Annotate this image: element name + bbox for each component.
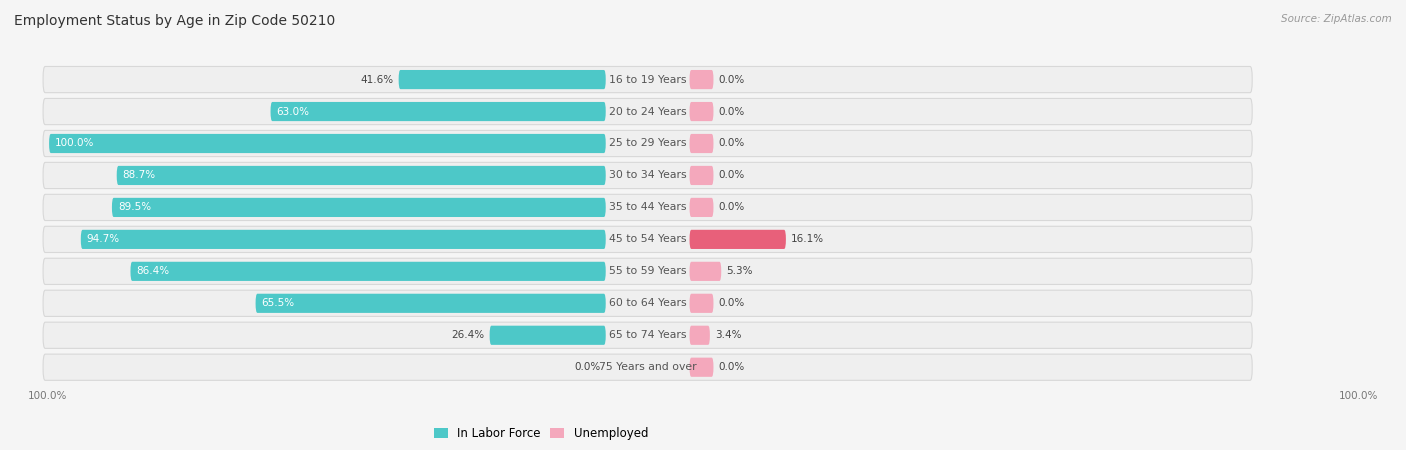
Text: 60 to 64 Years: 60 to 64 Years [609, 298, 686, 308]
Text: 89.5%: 89.5% [118, 202, 150, 212]
FancyBboxPatch shape [689, 326, 710, 345]
Text: 5.3%: 5.3% [725, 266, 752, 276]
Text: 0.0%: 0.0% [718, 171, 745, 180]
FancyBboxPatch shape [131, 262, 606, 281]
FancyBboxPatch shape [256, 294, 606, 313]
Text: 35 to 44 Years: 35 to 44 Years [609, 202, 686, 212]
Text: 30 to 34 Years: 30 to 34 Years [609, 171, 686, 180]
FancyBboxPatch shape [689, 198, 713, 217]
FancyBboxPatch shape [689, 102, 713, 121]
Text: 16 to 19 Years: 16 to 19 Years [609, 75, 686, 85]
FancyBboxPatch shape [689, 166, 713, 185]
FancyBboxPatch shape [44, 162, 1253, 189]
FancyBboxPatch shape [44, 99, 1253, 125]
FancyBboxPatch shape [689, 230, 786, 249]
Legend: In Labor Force, Unemployed: In Labor Force, Unemployed [429, 423, 652, 445]
Text: 65.5%: 65.5% [262, 298, 295, 308]
Text: 0.0%: 0.0% [718, 202, 745, 212]
FancyBboxPatch shape [44, 226, 1253, 252]
FancyBboxPatch shape [399, 70, 606, 89]
FancyBboxPatch shape [44, 130, 1253, 157]
Text: 45 to 54 Years: 45 to 54 Years [609, 234, 686, 244]
FancyBboxPatch shape [44, 354, 1253, 380]
FancyBboxPatch shape [270, 102, 606, 121]
Text: 75 Years and over: 75 Years and over [599, 362, 696, 372]
Text: 55 to 59 Years: 55 to 59 Years [609, 266, 686, 276]
Text: 65 to 74 Years: 65 to 74 Years [609, 330, 686, 340]
Text: 63.0%: 63.0% [277, 107, 309, 117]
FancyBboxPatch shape [49, 134, 606, 153]
FancyBboxPatch shape [689, 134, 713, 153]
Text: 25 to 29 Years: 25 to 29 Years [609, 139, 686, 148]
Text: 0.0%: 0.0% [718, 362, 745, 372]
FancyBboxPatch shape [689, 70, 713, 89]
Text: 3.4%: 3.4% [714, 330, 741, 340]
Text: 16.1%: 16.1% [790, 234, 824, 244]
FancyBboxPatch shape [689, 262, 721, 281]
Text: 88.7%: 88.7% [122, 171, 156, 180]
FancyBboxPatch shape [689, 294, 713, 313]
Text: 100.0%: 100.0% [1339, 391, 1378, 401]
Text: 41.6%: 41.6% [361, 75, 394, 85]
Text: 0.0%: 0.0% [718, 298, 745, 308]
Text: 94.7%: 94.7% [87, 234, 120, 244]
FancyBboxPatch shape [112, 198, 606, 217]
Text: 100.0%: 100.0% [55, 139, 94, 148]
FancyBboxPatch shape [80, 230, 606, 249]
Text: 20 to 24 Years: 20 to 24 Years [609, 107, 686, 117]
FancyBboxPatch shape [44, 194, 1253, 220]
FancyBboxPatch shape [44, 67, 1253, 93]
FancyBboxPatch shape [44, 258, 1253, 284]
Text: 0.0%: 0.0% [718, 107, 745, 117]
Text: 0.0%: 0.0% [718, 139, 745, 148]
Text: 100.0%: 100.0% [28, 391, 67, 401]
Text: 26.4%: 26.4% [451, 330, 485, 340]
FancyBboxPatch shape [117, 166, 606, 185]
FancyBboxPatch shape [489, 326, 606, 345]
Text: Source: ZipAtlas.com: Source: ZipAtlas.com [1281, 14, 1392, 23]
Text: 86.4%: 86.4% [136, 266, 170, 276]
Text: 0.0%: 0.0% [575, 362, 600, 372]
FancyBboxPatch shape [44, 290, 1253, 316]
FancyBboxPatch shape [689, 358, 713, 377]
Text: 0.0%: 0.0% [718, 75, 745, 85]
FancyBboxPatch shape [44, 322, 1253, 348]
Text: Employment Status by Age in Zip Code 50210: Employment Status by Age in Zip Code 502… [14, 14, 335, 27]
